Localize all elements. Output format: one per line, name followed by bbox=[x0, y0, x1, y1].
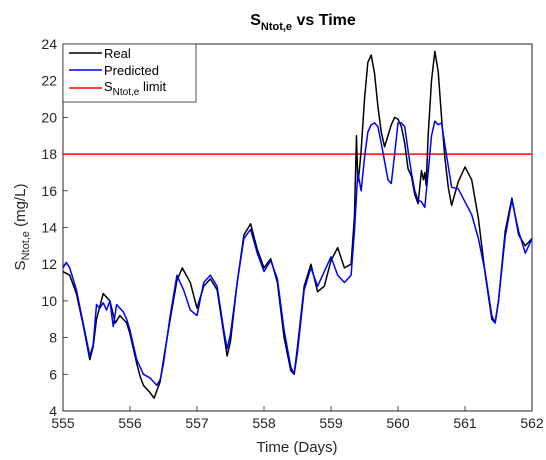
predicted-series-line bbox=[62, 120, 533, 387]
x-axis-label: Time (Days) bbox=[256, 439, 337, 456]
chart-title: SNtot,e vs Time bbox=[250, 12, 356, 33]
y-tick-label: 24 bbox=[41, 36, 57, 52]
y-axis-label-sub: Ntot,e bbox=[20, 231, 32, 260]
legend-label-limit-base: S bbox=[104, 79, 113, 94]
x-tick-label: 557 bbox=[185, 415, 209, 431]
y-tick-label: 4 bbox=[49, 403, 57, 419]
x-tick-label: 560 bbox=[386, 415, 410, 431]
y-tick-label: 20 bbox=[41, 109, 57, 125]
x-tick-label: 555 bbox=[51, 415, 75, 431]
x-tick-label: 559 bbox=[319, 415, 343, 431]
series-layer bbox=[62, 50, 533, 399]
y-tick-label: 8 bbox=[49, 330, 57, 346]
legend-label-real: Real bbox=[104, 46, 131, 61]
x-tick-label: 556 bbox=[118, 415, 142, 431]
legend-label-limit-sub: Ntot,e bbox=[113, 87, 140, 98]
chart-title-base: S bbox=[250, 12, 261, 29]
chart-title-rest: vs Time bbox=[292, 12, 356, 29]
legend-label-predicted: Predicted bbox=[104, 63, 159, 78]
y-tick-label: 6 bbox=[49, 366, 57, 382]
y-axis-label-rest: (mg/L) bbox=[12, 184, 29, 232]
y-axis-label-base: S bbox=[12, 260, 29, 270]
y-tick-label: 12 bbox=[41, 256, 57, 272]
tick-group: 555 556 557 558 559 560 561 562 4 6 8 10 12 14 16 18 20 2… bbox=[41, 36, 543, 431]
y-tick-label: 22 bbox=[41, 73, 57, 89]
chart-title-sub: Ntot,e bbox=[261, 21, 292, 33]
x-tick-label: 562 bbox=[520, 415, 544, 431]
legend: Real Predicted SNtot,e limit bbox=[62, 43, 197, 103]
real-series-line bbox=[62, 50, 533, 399]
legend-label-limit-rest: limit bbox=[139, 79, 166, 94]
legend-label-limit: SNtot,e limit bbox=[104, 79, 166, 98]
y-tick-label: 18 bbox=[41, 146, 57, 162]
x-tick-label: 558 bbox=[252, 415, 276, 431]
x-tick-label: 561 bbox=[453, 415, 477, 431]
y-tick-label: 14 bbox=[41, 220, 57, 236]
y-tick-label: 10 bbox=[41, 293, 57, 309]
y-tick-label: 16 bbox=[41, 183, 57, 199]
y-axis-label: SNtot,e (mg/L) bbox=[12, 184, 32, 271]
